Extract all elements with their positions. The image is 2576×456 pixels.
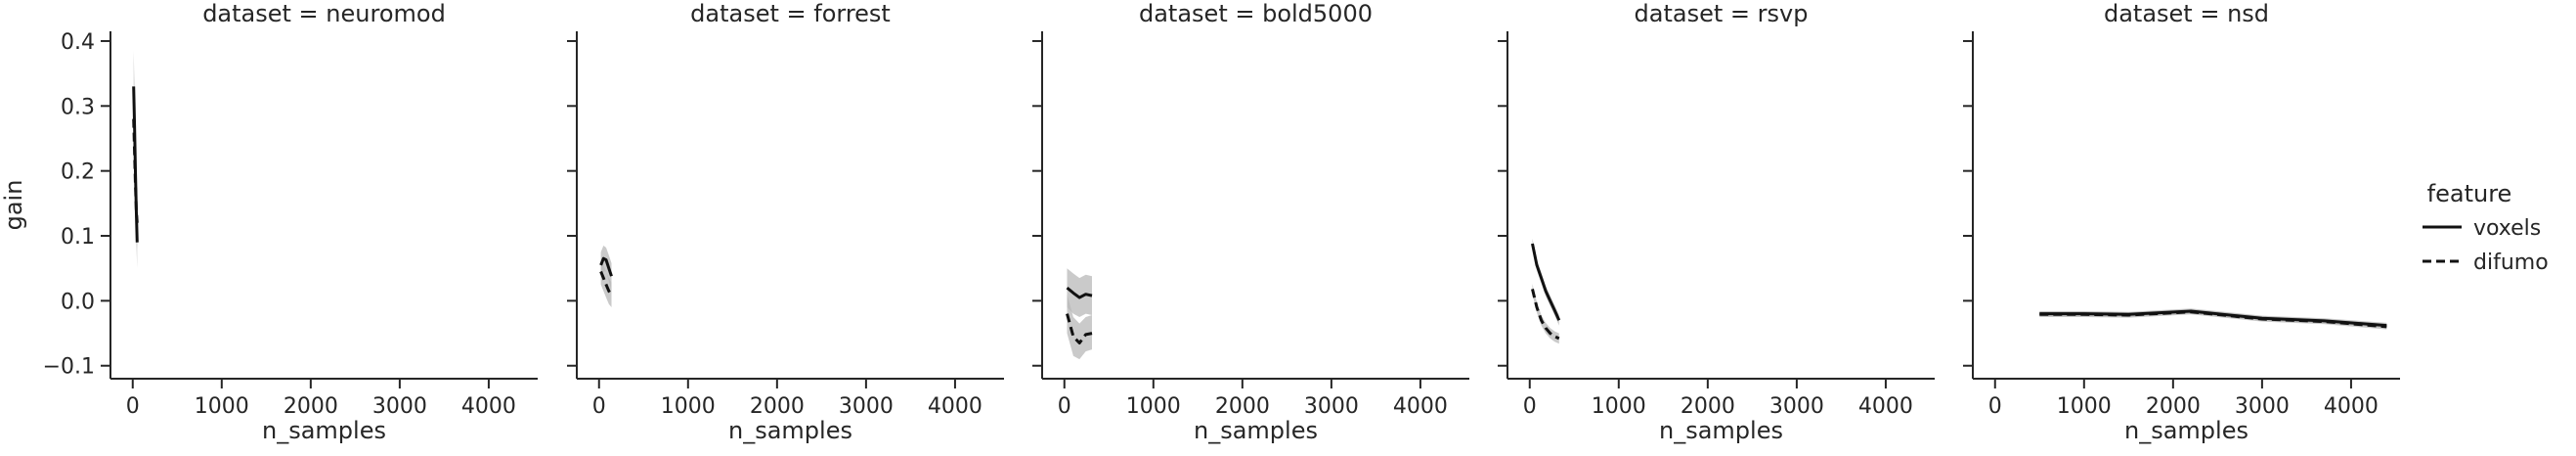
x-tick-label: 3000 xyxy=(2235,394,2290,419)
x-axis-label: n_samples xyxy=(1194,417,1318,444)
series-line-difumo-neuromod xyxy=(132,118,139,223)
x-tick-label: 4000 xyxy=(461,394,516,419)
series-line-difumo-forrest xyxy=(599,270,613,296)
x-tick-label: 0 xyxy=(1058,394,1071,419)
x-tick-label: 1000 xyxy=(661,394,716,419)
x-tick-label: 1000 xyxy=(2057,394,2112,419)
confidence-band-voxels-bold5000 xyxy=(1067,268,1092,317)
legend-title: feature xyxy=(2427,180,2512,207)
x-tick-label: 0 xyxy=(592,394,606,419)
x-tick-label: 1000 xyxy=(1126,394,1181,419)
x-tick-label: 2000 xyxy=(1215,394,1270,419)
x-tick-label: 3000 xyxy=(1304,394,1359,419)
x-tick-label: 4000 xyxy=(2324,394,2379,419)
x-tick-label: 3000 xyxy=(1769,394,1824,419)
series-line-difumo-bold5000 xyxy=(1066,313,1093,344)
series-line-difumo-nsd xyxy=(2039,310,2387,329)
legend-label-difumo: difumo xyxy=(2473,251,2549,275)
x-tick-label: 1000 xyxy=(1592,394,1646,419)
legend-label-voxels: voxels xyxy=(2473,216,2541,241)
x-tick-label: 1000 xyxy=(195,394,249,419)
y-tick-label: 0.3 xyxy=(61,95,95,119)
panel-title-neuromod: dataset = neuromod xyxy=(202,0,446,27)
panel-title-forrest: dataset = forrest xyxy=(690,0,891,27)
panel-title-rsvp: dataset = rsvp xyxy=(1635,0,1809,27)
y-axis-label: gain xyxy=(0,180,27,231)
y-tick-label: 0.0 xyxy=(61,290,95,314)
series-line-difumo-rsvp xyxy=(1531,289,1560,341)
x-tick-label: 4000 xyxy=(1393,394,1448,419)
series-line-voxels-bold5000 xyxy=(1066,286,1093,299)
x-tick-label: 2000 xyxy=(284,394,338,419)
x-axis-label: n_samples xyxy=(262,417,386,444)
x-tick-label: 3000 xyxy=(372,394,427,419)
x-axis-label: n_samples xyxy=(1659,417,1783,444)
y-tick-label: 0.2 xyxy=(61,160,95,185)
panel-title-nsd: dataset = nsd xyxy=(2104,0,2269,27)
x-tick-label: 2000 xyxy=(1681,394,1735,419)
x-tick-label: 4000 xyxy=(1858,394,1913,419)
panel-title-bold5000: dataset = bold5000 xyxy=(1139,0,1373,27)
series-line-voxels-rsvp xyxy=(1531,243,1561,321)
series-line-voxels-forrest xyxy=(599,256,613,277)
x-tick-label: 2000 xyxy=(2146,394,2201,419)
x-tick-label: 2000 xyxy=(750,394,805,419)
confidence-band-difumo-forrest xyxy=(600,258,612,307)
x-tick-label: 0 xyxy=(1523,394,1537,419)
x-tick-label: 4000 xyxy=(928,394,982,419)
x-axis-label: n_samples xyxy=(728,417,852,444)
x-axis-label: n_samples xyxy=(2124,417,2249,444)
y-tick-label: 0.1 xyxy=(61,225,95,250)
x-tick-label: 3000 xyxy=(839,394,894,419)
x-tick-label: 0 xyxy=(1988,394,2002,419)
x-tick-label: 0 xyxy=(126,394,140,419)
y-tick-label: 0.4 xyxy=(61,30,95,55)
y-tick-label: −0.1 xyxy=(43,355,95,380)
confidence-band-difumo-bold5000 xyxy=(1067,294,1092,360)
